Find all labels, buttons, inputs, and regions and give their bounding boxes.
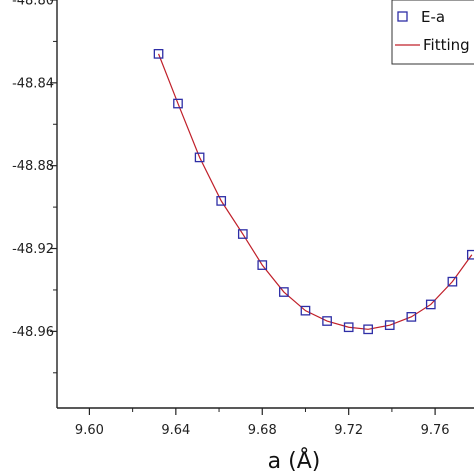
legend: E-a Fitting (391, 0, 474, 65)
legend-label-e-a: E-a (421, 8, 445, 26)
data-point (300, 305, 311, 316)
data-point (153, 48, 164, 59)
y-tick-label: -48.84 (12, 76, 54, 91)
axes: 9.60 9.64 9.68 9.72 9.76 -48.80 -48.84 -48.88 -4… (12, 0, 474, 474)
data-point (216, 196, 227, 206)
data-point (194, 152, 205, 163)
data-point (237, 229, 248, 239)
data-point (384, 320, 395, 331)
data-point (322, 316, 332, 326)
legend-box (391, 0, 474, 65)
y-tick-label: -48.92 (12, 242, 54, 257)
plot-area (153, 48, 474, 335)
y-tick-label: -48.96 (12, 325, 54, 340)
x-tick-label: 9.76 (421, 423, 450, 438)
data-point (406, 312, 417, 322)
data-point (173, 98, 183, 109)
legend-label-fitting: Fitting (423, 36, 470, 54)
y-tick-label: -48.80 (12, 0, 54, 9)
data-point (466, 249, 474, 260)
x-tick-label: 9.64 (161, 423, 190, 438)
data-point (279, 287, 289, 297)
data-point (425, 299, 436, 310)
x-axis-title: a (Å) (268, 447, 321, 474)
y-tick-label: -48.88 (12, 159, 54, 174)
data-point (363, 324, 373, 335)
fitting-line (157, 53, 473, 330)
x-tick-label: 9.68 (248, 423, 277, 438)
x-tick-label: 9.72 (334, 423, 363, 438)
x-tick-label: 9.60 (75, 423, 104, 438)
data-point (343, 322, 354, 333)
data-point (257, 260, 268, 270)
legend-marker-e-a (397, 11, 408, 22)
data-point (447, 276, 458, 287)
